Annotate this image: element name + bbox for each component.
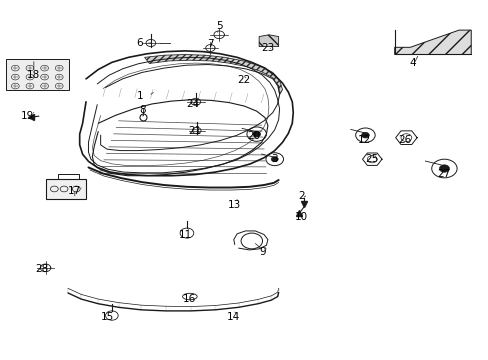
Text: 22: 22 bbox=[236, 75, 250, 85]
Text: 2: 2 bbox=[298, 191, 305, 201]
Text: 1: 1 bbox=[136, 91, 142, 101]
Text: 4: 4 bbox=[408, 58, 415, 68]
Text: 25: 25 bbox=[365, 154, 378, 164]
Text: 9: 9 bbox=[259, 247, 266, 257]
Text: 28: 28 bbox=[36, 264, 49, 274]
Circle shape bbox=[252, 131, 260, 137]
Text: 19: 19 bbox=[21, 111, 34, 121]
Text: 26: 26 bbox=[397, 135, 410, 145]
Text: 6: 6 bbox=[136, 38, 142, 48]
Polygon shape bbox=[259, 35, 278, 46]
Polygon shape bbox=[45, 179, 86, 199]
Text: 7: 7 bbox=[206, 40, 213, 49]
Text: 14: 14 bbox=[227, 312, 240, 322]
Text: 21: 21 bbox=[188, 126, 201, 135]
Text: 27: 27 bbox=[436, 168, 449, 179]
Text: 12: 12 bbox=[357, 135, 370, 145]
Text: 23: 23 bbox=[261, 43, 274, 53]
Polygon shape bbox=[144, 54, 282, 95]
Text: 18: 18 bbox=[27, 70, 41, 80]
Polygon shape bbox=[5, 59, 69, 90]
Text: 17: 17 bbox=[68, 186, 81, 197]
Text: 13: 13 bbox=[228, 200, 241, 210]
Circle shape bbox=[271, 157, 278, 162]
Text: 15: 15 bbox=[100, 312, 113, 322]
Text: 11: 11 bbox=[178, 230, 191, 239]
Text: 16: 16 bbox=[183, 294, 196, 304]
Text: 5: 5 bbox=[215, 21, 222, 31]
Circle shape bbox=[438, 165, 448, 172]
Text: 24: 24 bbox=[186, 99, 200, 109]
Text: 20: 20 bbox=[247, 131, 260, 141]
Polygon shape bbox=[394, 30, 470, 54]
Text: 10: 10 bbox=[294, 212, 307, 221]
Text: 8: 8 bbox=[139, 105, 145, 115]
Text: 3: 3 bbox=[271, 154, 278, 164]
Circle shape bbox=[361, 132, 368, 138]
